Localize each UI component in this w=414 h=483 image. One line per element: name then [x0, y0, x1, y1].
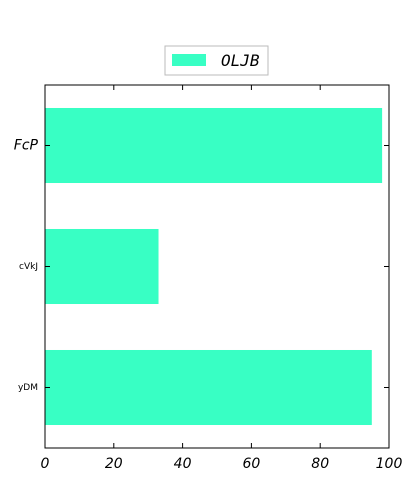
y-tick-label: yDM — [18, 383, 38, 393]
y-tick-label: cVkJ — [19, 262, 38, 272]
legend: OLJB — [164, 45, 269, 76]
x-axis-ticks: 0 20 40 60 80 100 — [41, 85, 403, 472]
bar-cVkJ — [45, 228, 159, 305]
bar-FcP — [45, 107, 383, 184]
x-tick-label: 80 — [311, 456, 329, 472]
bar-yDM — [45, 349, 372, 426]
y-tick-label: FcP — [14, 138, 39, 154]
y-axis-ticks: FcP cVkJ yDM — [14, 138, 389, 393]
legend-label: OLJB — [221, 51, 260, 70]
x-tick-label: 100 — [376, 456, 403, 472]
legend-swatch — [172, 54, 206, 66]
x-tick-label: 40 — [174, 456, 192, 472]
x-tick-label: 60 — [242, 456, 260, 472]
x-tick-label: 0 — [41, 456, 50, 472]
x-tick-label: 20 — [105, 456, 123, 472]
bars-group — [45, 107, 383, 426]
